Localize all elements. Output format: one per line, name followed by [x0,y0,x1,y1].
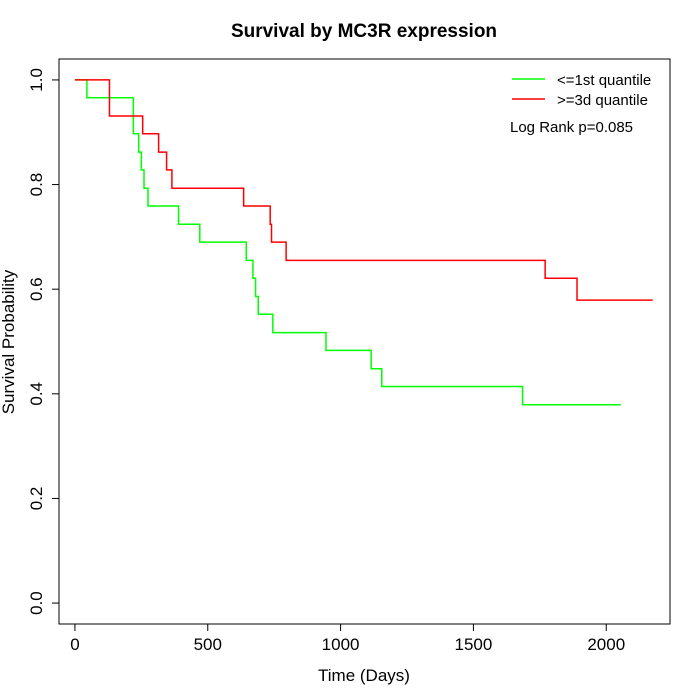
x-tick-label: 500 [194,635,222,654]
y-tick-label: 0.4 [27,382,46,406]
series-line-high [74,79,653,301]
series-line-low [74,79,621,406]
y-axis-label: Survival Probability [0,269,18,414]
x-axis: 0 500 1000 1500 2000 [70,624,625,654]
y-tick-label: 0.6 [27,277,46,301]
series-layer [74,79,653,406]
y-tick-label: 0.0 [27,591,46,615]
x-tick-label: 1000 [322,635,360,654]
x-tick-label: 0 [70,635,79,654]
x-tick-label: 2000 [587,635,625,654]
x-axis-label: Time (Days) [318,666,410,685]
y-tick-label: 0.2 [27,487,46,511]
chart-title: Survival by MC3R expression [231,21,497,42]
y-tick-label: 0.8 [27,173,46,197]
legend-label-low: <=1st quantile [557,72,651,89]
y-axis: 0.0 0.2 0.4 0.6 0.8 1.0 [27,68,59,615]
plot-frame [58,58,671,625]
y-tick-label: 1.0 [27,68,46,92]
log-rank-annotation: Log Rank p=0.085 [510,119,633,136]
legend: <=1st quantile >=3d quantile [512,72,651,109]
legend-label-high: >=3d quantile [557,92,648,109]
x-tick-label: 1500 [455,635,493,654]
